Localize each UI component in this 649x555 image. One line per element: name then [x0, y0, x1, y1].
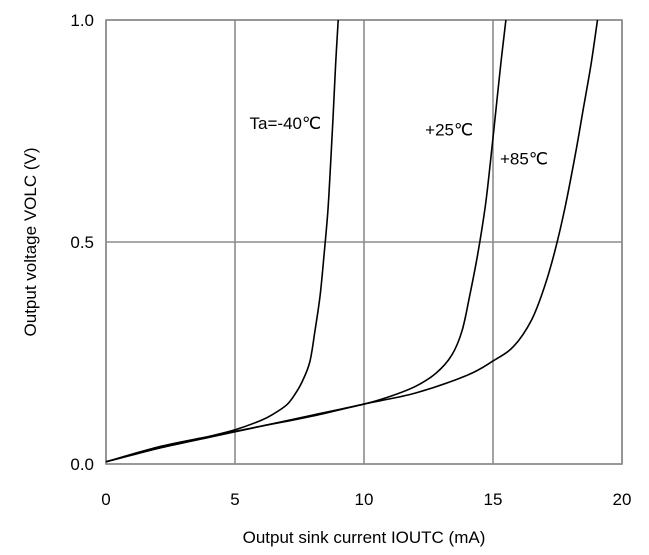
x-tick-label-0: 0 [101, 490, 110, 509]
y-tick-label-2: 1.0 [70, 11, 94, 30]
series-line-0 [105, 19, 339, 463]
series-labels: Ta=-40℃ +25℃ +85℃ [250, 114, 548, 169]
x-tick-label-1: 5 [230, 490, 239, 509]
y-tick-label-1: 0.5 [70, 233, 94, 252]
series-label-0: Ta=-40℃ [250, 114, 322, 133]
series-line-2 [105, 19, 599, 463]
grid [105, 19, 623, 465]
y-tick-label-0: 0.0 [70, 455, 94, 474]
series-lines [105, 19, 599, 463]
x-axis-title: Output sink current IOUTC (mA) [243, 528, 486, 547]
x-tick-label-2: 10 [355, 490, 374, 509]
y-tick-labels: 0.0 0.5 1.0 [70, 11, 94, 474]
x-tick-label-4: 20 [613, 490, 632, 509]
series-label-1: +25℃ [425, 120, 473, 139]
y-axis-title: Output voltage VOLC (V) [21, 148, 40, 337]
series-line-1 [105, 19, 507, 463]
plot-area-border [105, 19, 623, 465]
series-label-2: +85℃ [500, 149, 548, 168]
x-tick-labels: 0 5 10 15 20 [101, 490, 631, 509]
x-tick-label-3: 15 [484, 490, 503, 509]
